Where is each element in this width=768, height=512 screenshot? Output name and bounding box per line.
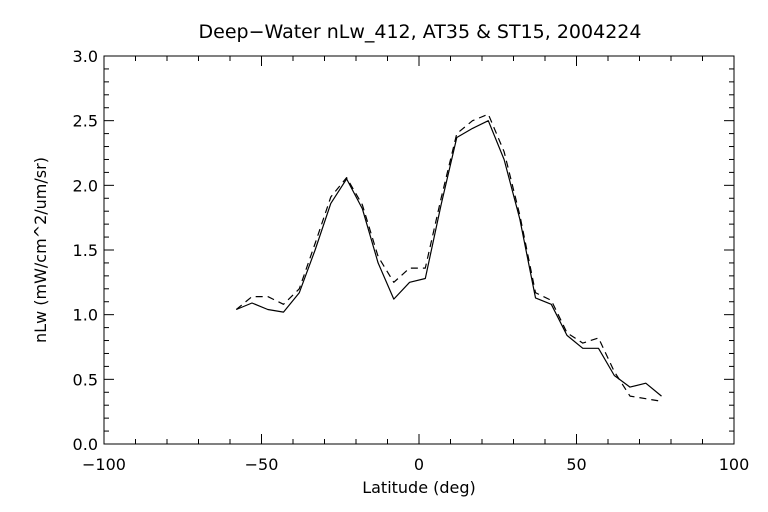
y-axis-label: nLw (mW/cm^2/um/sr) [31, 157, 50, 343]
x-axis-label: Latitude (deg) [362, 478, 476, 497]
y-tick-label: 3.0 [73, 47, 98, 66]
y-tick-label: 2.5 [73, 112, 98, 131]
y-axis: 0.0 0.5 1.0 1.5 2.0 2.5 3.0 [73, 47, 734, 454]
x-tick-label: 50 [566, 455, 586, 474]
y-tick-label: 0.0 [73, 435, 98, 454]
x-tick-label: −100 [82, 455, 126, 474]
series-group [235, 113, 662, 402]
series-dashed-line [235, 113, 662, 402]
y-tick-label: 0.5 [73, 370, 98, 389]
y-tick-label: 1.0 [73, 306, 98, 325]
x-tick-label: −50 [245, 455, 279, 474]
x-tick-label: 100 [719, 455, 750, 474]
y-tick-label: 2.0 [73, 176, 98, 195]
y-tick-label: 1.5 [73, 241, 98, 260]
plot-frame [103, 55, 735, 445]
x-axis: −100 −50 0 50 100 [82, 56, 749, 474]
chart-title: Deep−Water nLw_412, AT35 & ST15, 2004224 [199, 21, 642, 43]
series-solid-line [236, 120, 662, 397]
x-tick-label: 0 [414, 455, 424, 474]
